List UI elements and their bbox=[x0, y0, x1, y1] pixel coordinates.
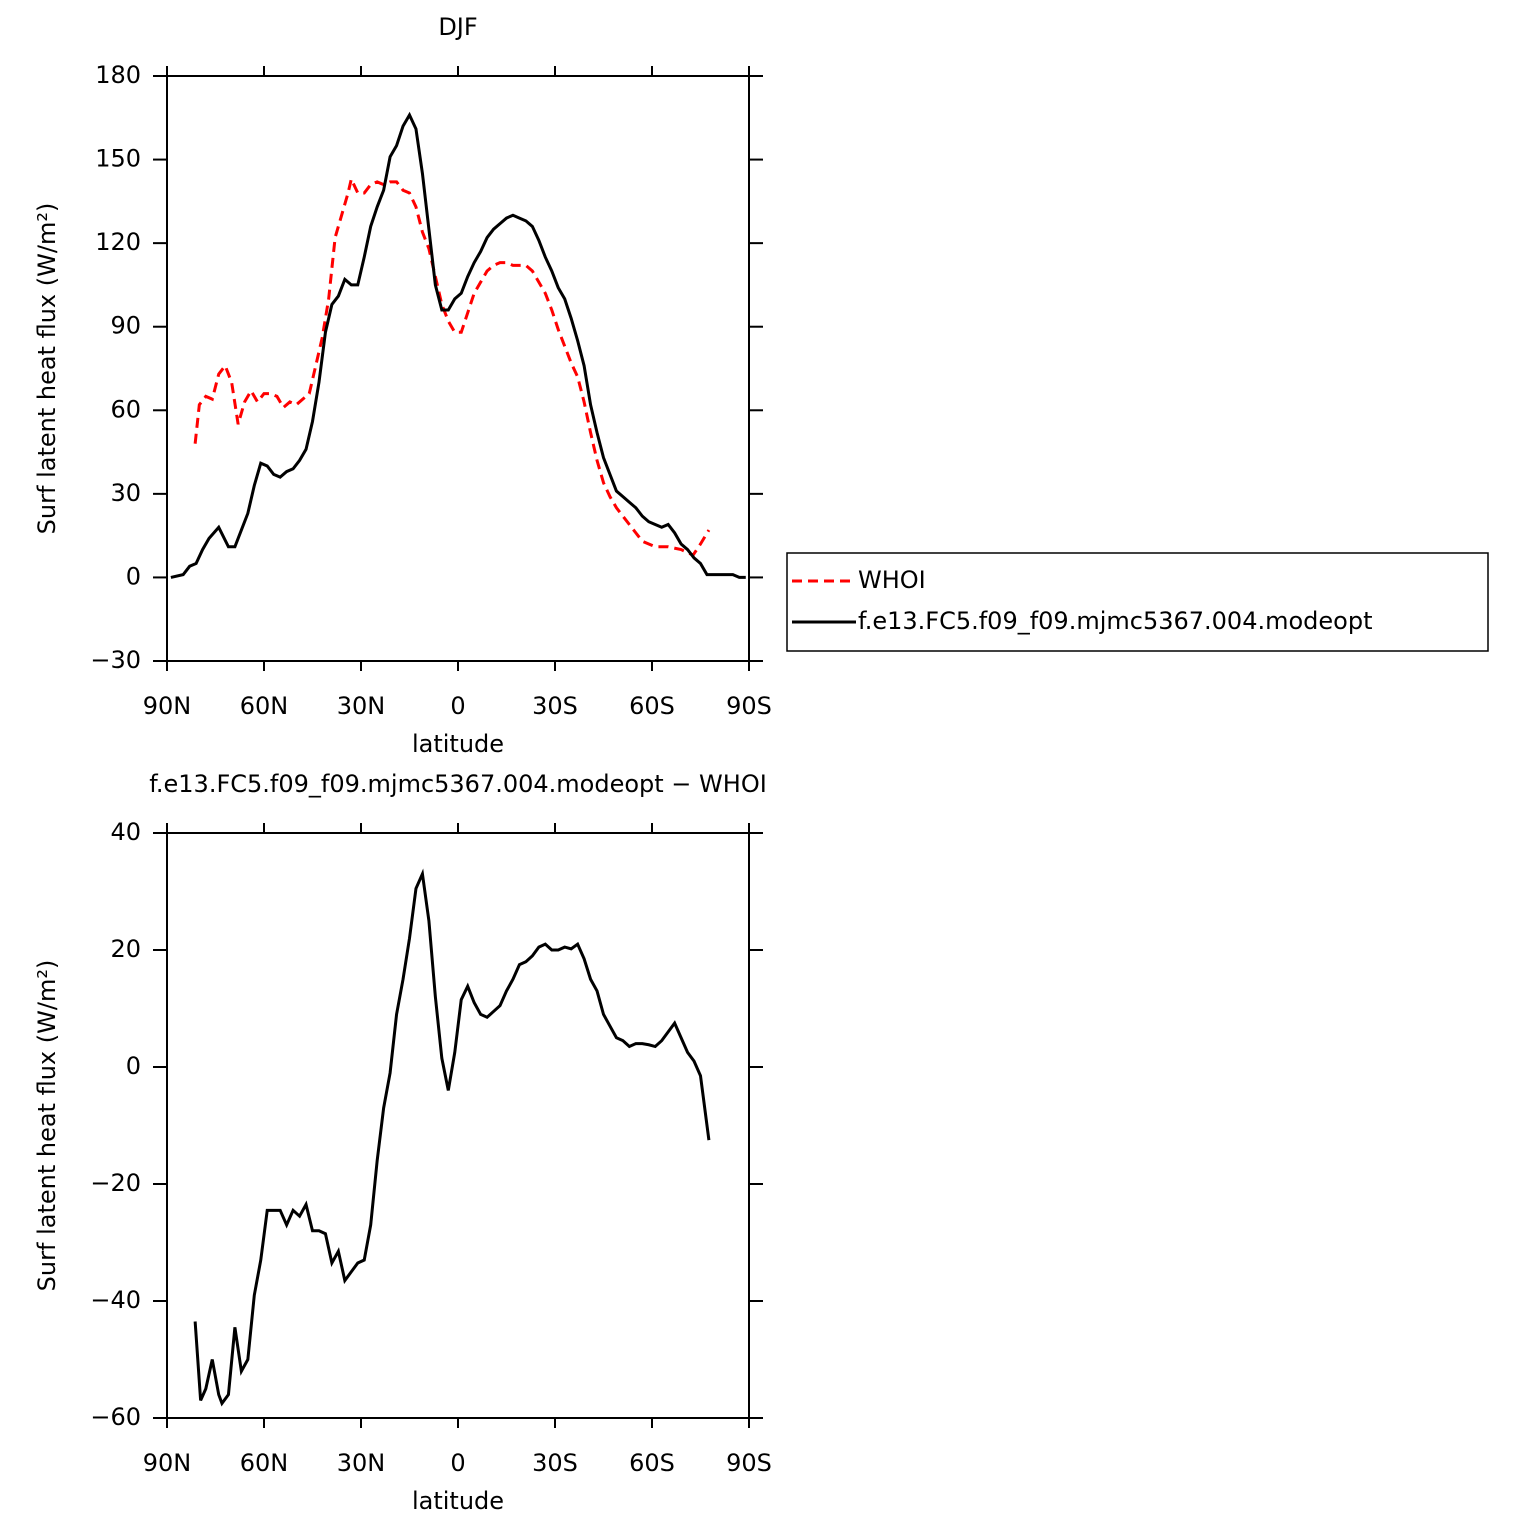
x-tick-label: 90S bbox=[726, 1449, 772, 1477]
legend-label: f.e13.FC5.f09_f09.mjmc5367.004.modeopt bbox=[858, 607, 1373, 635]
y-tick-label: 0 bbox=[126, 562, 141, 590]
x-tick-label: 60N bbox=[240, 1449, 289, 1477]
y-tick-label: 120 bbox=[95, 228, 141, 256]
y-tick-label: 0 bbox=[126, 1052, 141, 1080]
y-tick-label: 180 bbox=[95, 61, 141, 89]
x-tick-label: 60N bbox=[240, 692, 289, 720]
plot-frame bbox=[166, 832, 750, 1419]
y-tick-label: −30 bbox=[90, 646, 141, 674]
x-tick-label: 90S bbox=[726, 692, 772, 720]
x-tick-label: 90N bbox=[143, 1449, 192, 1477]
y-tick-label: −60 bbox=[90, 1403, 141, 1431]
x-tick-label: 60S bbox=[629, 1449, 675, 1477]
y-tick-label: −40 bbox=[90, 1286, 141, 1314]
x-tick-label: 30S bbox=[532, 692, 578, 720]
x-axis-label: latitude bbox=[412, 1487, 504, 1515]
data-line bbox=[193, 174, 711, 558]
x-tick-label: 30S bbox=[532, 1449, 578, 1477]
y-axis-label: Surf latent heat flux (W/m²) bbox=[33, 203, 61, 535]
legend-box bbox=[786, 552, 1489, 652]
y-tick-label: 20 bbox=[110, 935, 141, 963]
y-tick-label: 30 bbox=[110, 479, 141, 507]
data-line bbox=[193, 868, 711, 1407]
chart-title: DJF bbox=[438, 13, 477, 41]
plot-frame bbox=[166, 75, 750, 662]
y-tick-label: 150 bbox=[95, 145, 141, 173]
y-tick-label: −20 bbox=[90, 1169, 141, 1197]
data-line bbox=[170, 111, 746, 579]
y-tick-label: 90 bbox=[110, 312, 141, 340]
x-tick-label: 0 bbox=[450, 1449, 465, 1477]
y-tick-label: 60 bbox=[110, 395, 141, 423]
chart-title: f.e13.FC5.f09_f09.mjmc5367.004.modeopt −… bbox=[149, 770, 767, 798]
x-axis-label: latitude bbox=[412, 730, 504, 758]
x-tick-label: 30N bbox=[337, 692, 386, 720]
legend-label: WHOI bbox=[858, 566, 926, 594]
x-tick-label: 90N bbox=[143, 692, 192, 720]
y-tick-label: 40 bbox=[110, 818, 141, 846]
x-tick-label: 30N bbox=[337, 1449, 386, 1477]
y-axis-label: Surf latent heat flux (W/m²) bbox=[33, 960, 61, 1292]
x-tick-label: 0 bbox=[450, 692, 465, 720]
x-tick-label: 60S bbox=[629, 692, 675, 720]
